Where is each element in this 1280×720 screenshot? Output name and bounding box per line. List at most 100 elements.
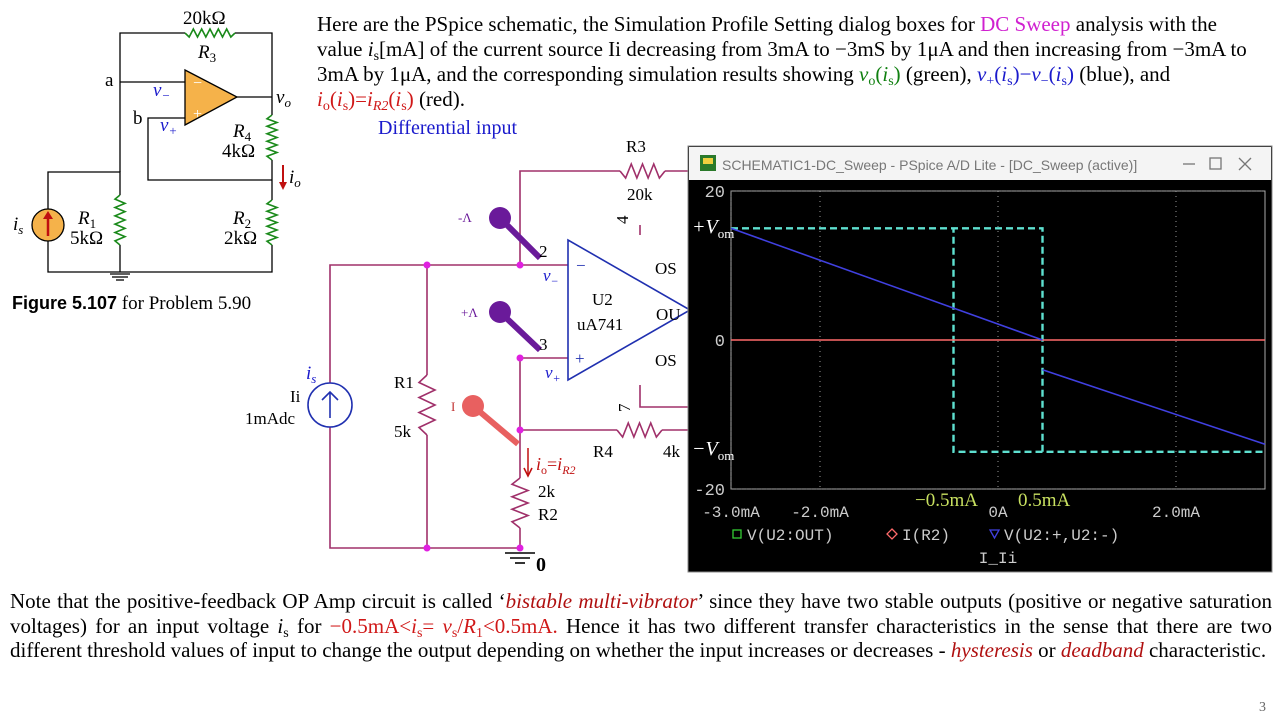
label: 2 — [539, 242, 548, 261]
annotation: +V — [692, 216, 720, 238]
label: Differential input — [378, 117, 517, 139]
label: 4 — [613, 215, 632, 224]
close-button[interactable] — [1238, 157, 1252, 171]
label: v+ — [545, 363, 561, 385]
label: Ii — [290, 387, 301, 406]
resistor — [619, 161, 666, 181]
label: R — [77, 208, 90, 229]
text: analysis with the value — [317, 12, 1217, 61]
label: R4 — [232, 121, 252, 144]
note-paragraph: Note that the positive-feedback OP Amp c… — [10, 589, 1272, 663]
label: R — [232, 208, 245, 229]
label: s — [311, 371, 316, 386]
node — [516, 354, 524, 362]
label: 1 — [90, 216, 97, 231]
x-tick-label: -2.0mA — [791, 504, 849, 522]
title-bar — [689, 147, 1271, 180]
legend-label: I(R2) — [902, 527, 950, 545]
label: uA741 — [577, 315, 623, 334]
text: (blue), and — [1073, 62, 1171, 86]
text: ( — [388, 87, 396, 111]
label: 7 — [615, 403, 634, 412]
label: R3 — [197, 42, 216, 65]
label: OS — [655, 259, 677, 278]
legend-marker — [886, 528, 898, 540]
label: 2kΩ — [224, 228, 257, 249]
annotation: 0.5mA — [1018, 490, 1071, 511]
text: − — [1040, 74, 1049, 89]
label: v− — [153, 80, 170, 103]
legend-marker — [732, 529, 742, 539]
window-title: SCHEMATIC1-DC_Sweep - PSpice A/D Lite - … — [722, 157, 1137, 173]
label: I — [451, 399, 455, 414]
node — [516, 544, 524, 552]
nodes — [423, 261, 524, 552]
text: )= — [348, 87, 367, 111]
label: OS — [655, 351, 677, 370]
label: o — [284, 95, 291, 110]
wire — [329, 427, 520, 549]
text: o — [322, 99, 330, 114]
label: v — [153, 80, 162, 101]
label: o — [541, 463, 547, 477]
label: 4kΩ — [222, 141, 255, 162]
text: i — [367, 37, 374, 61]
label: − — [576, 256, 586, 275]
text: or — [1032, 638, 1061, 662]
text: i — [411, 613, 417, 638]
text: i — [882, 62, 889, 86]
text: s — [401, 99, 407, 114]
annotation: om — [718, 448, 735, 463]
x-tick-label: 0A — [988, 504, 1008, 522]
text: bistable multi-vibrator — [505, 589, 698, 613]
wire — [147, 117, 272, 181]
resistor — [184, 27, 236, 39]
legend-label: V(U2:OUT) — [747, 527, 833, 545]
x-axis-title: I_Ii — [979, 550, 1017, 568]
label: io=iR2 — [536, 454, 576, 477]
text: ( — [994, 62, 1002, 86]
caption-label: Figure 5.107 — [12, 293, 117, 313]
text: (green), — [900, 62, 978, 86]
text: s — [342, 99, 349, 114]
pspice-schematic — [307, 161, 692, 564]
label: -Λ — [458, 210, 472, 225]
text: s — [373, 49, 380, 64]
wire — [519, 170, 620, 265]
resistor — [264, 199, 280, 246]
label: R1 — [77, 208, 96, 231]
schematic-labels: Differential input R3 20k 4 -Λ +Λ I 2 3 … — [245, 117, 681, 576]
maximize-button[interactable] — [1209, 157, 1222, 170]
text: ’ since they have two stable outputs (po… — [10, 589, 1272, 638]
wire — [119, 32, 185, 172]
text: s — [1007, 74, 1013, 89]
label: 3 — [539, 335, 548, 354]
label: = — [547, 454, 557, 474]
text: −0.5mA< — [329, 613, 412, 638]
text: R — [463, 613, 476, 638]
label: v — [543, 266, 551, 285]
label: R — [197, 42, 210, 63]
annotation: −Vom — [692, 438, 734, 463]
text: s — [451, 625, 458, 641]
text: for — [288, 613, 330, 638]
label: 4k — [663, 442, 681, 461]
wire — [639, 385, 690, 408]
probe — [489, 207, 511, 229]
label: 0 — [536, 554, 546, 576]
node — [423, 544, 431, 552]
text: <0.5mA. — [482, 613, 558, 638]
op-amp — [184, 68, 239, 127]
label: vo — [276, 87, 291, 110]
label: 4 — [245, 129, 252, 144]
label: 20kΩ — [183, 8, 226, 29]
annotation: om — [718, 226, 735, 241]
text: ( — [875, 62, 883, 86]
label: i — [289, 167, 294, 188]
text: i — [277, 613, 284, 638]
text: s — [888, 74, 894, 89]
label: U2 — [592, 290, 613, 309]
text: ( — [1048, 62, 1056, 86]
label: i — [536, 454, 541, 474]
wire — [329, 264, 568, 383]
